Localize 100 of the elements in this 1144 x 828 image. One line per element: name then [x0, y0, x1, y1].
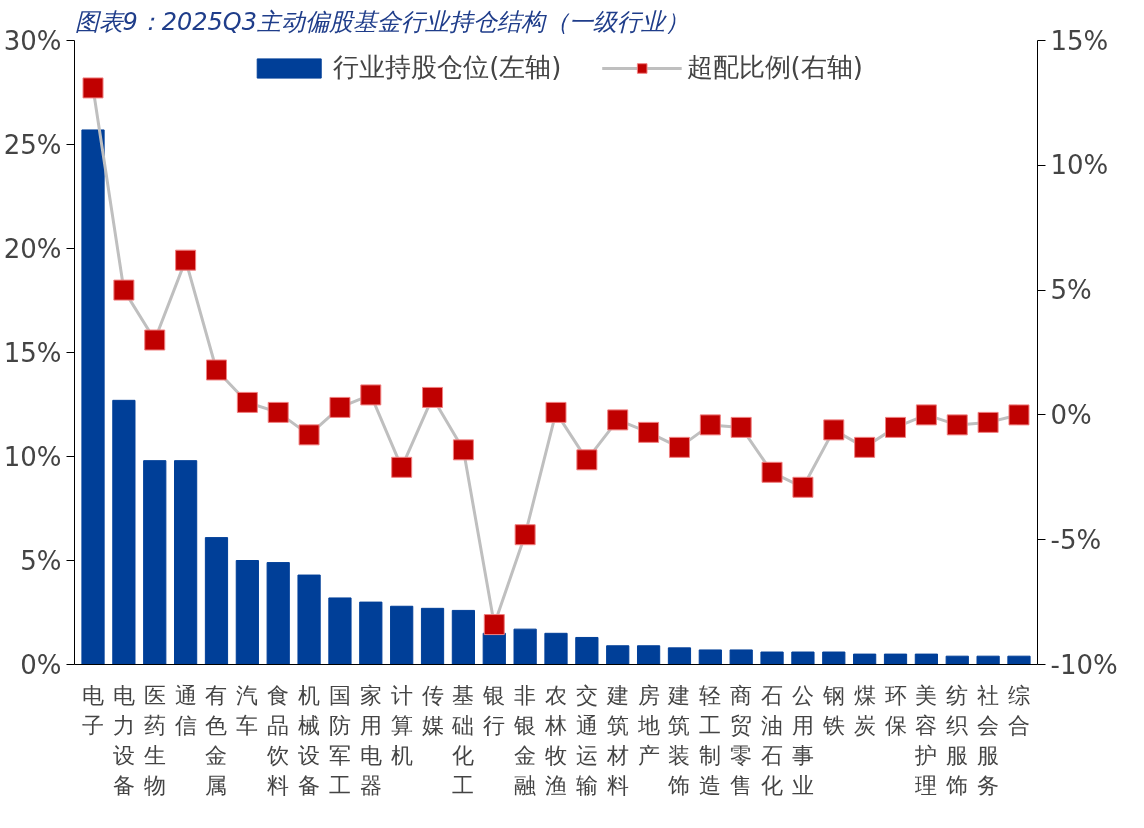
x-tick-label: 纺织服饰 — [945, 682, 969, 798]
bar — [544, 632, 568, 665]
x-tick-label: 环保 — [884, 682, 907, 738]
x-tick-label: 银行 — [482, 682, 506, 738]
x-tick-label: 房地产 — [636, 682, 660, 768]
y2-tick-label: 0% — [1050, 399, 1092, 430]
bar — [266, 562, 290, 665]
x-tick-label: 交通运输 — [575, 682, 598, 798]
point — [391, 456, 413, 478]
point — [638, 421, 660, 443]
bar — [853, 653, 877, 665]
bar — [606, 645, 630, 665]
point — [885, 416, 907, 438]
bar — [112, 399, 136, 665]
bar — [729, 649, 753, 665]
bar — [791, 651, 815, 665]
point — [545, 401, 567, 423]
point — [576, 449, 598, 471]
bar — [390, 605, 414, 665]
x-tick-label: 电子 — [82, 682, 105, 738]
x-tick-label: 煤炭 — [853, 682, 876, 738]
bar — [636, 645, 661, 665]
point — [514, 524, 536, 546]
bar — [976, 655, 1000, 665]
x-tick-label: 社会服务 — [977, 682, 1000, 798]
bar — [235, 560, 259, 665]
point — [761, 461, 783, 483]
x-tick-label: 综合 — [1007, 682, 1030, 738]
bar — [174, 460, 198, 665]
bar — [945, 655, 969, 665]
point — [298, 424, 320, 446]
y-tick-label: 25% — [3, 129, 62, 160]
x-tick-label: 非银金融 — [513, 682, 537, 798]
x-tick-label: 商贸零售 — [730, 682, 753, 798]
bar — [883, 653, 908, 665]
y-tick-label: 10% — [3, 441, 62, 472]
point — [360, 384, 382, 406]
point — [792, 476, 814, 498]
y-tick-label: 5% — [20, 545, 62, 576]
y-tick-label: 0% — [20, 649, 62, 680]
y2-tick-label: 5% — [1050, 275, 1092, 306]
point — [205, 359, 227, 381]
bar — [575, 636, 599, 665]
x-tick-label: 国防军工 — [328, 682, 351, 798]
x-tick-label: 美容护理 — [914, 682, 938, 798]
bar — [420, 607, 445, 665]
y-tick-label: 15% — [3, 337, 62, 368]
x-tick-label: 石油石化 — [761, 682, 784, 798]
bar — [482, 632, 506, 665]
y-tick-label: 30% — [3, 25, 62, 56]
x-tick-label: 公用事业 — [791, 682, 814, 798]
bar — [1007, 655, 1031, 665]
bar — [204, 537, 229, 665]
point — [854, 436, 876, 458]
x-tick-label: 基础化工 — [451, 682, 475, 798]
x-tick-label: 机械设备 — [298, 682, 321, 798]
x-tick-label: 轻工制造 — [699, 682, 722, 798]
bar — [760, 651, 784, 665]
bar — [81, 129, 105, 665]
point — [668, 436, 690, 458]
x-tick-label: 医药生物 — [143, 682, 166, 798]
y2-tick-label: 10% — [1050, 150, 1109, 181]
x-tick-label: 计算机 — [390, 682, 413, 768]
x-tick-label: 电力设备 — [112, 682, 135, 798]
point — [607, 409, 629, 431]
bar — [359, 601, 383, 665]
x-tick-label: 农林牧渔 — [544, 682, 567, 798]
bar — [297, 574, 321, 665]
y2-tick-label: -5% — [1050, 524, 1102, 555]
point — [267, 401, 289, 423]
y2-tick-label: -10% — [1050, 649, 1118, 680]
point — [483, 614, 505, 636]
bar — [667, 647, 692, 665]
point — [236, 391, 258, 413]
x-tick-label: 有色金属 — [205, 682, 228, 798]
bar — [451, 609, 476, 665]
bar — [143, 460, 167, 665]
y2-tick-label: 15% — [1050, 25, 1109, 56]
legend-label: 行业持股仓位(左轴) — [333, 51, 562, 84]
point — [82, 77, 104, 99]
x-tick-label: 家用电器 — [359, 682, 382, 798]
x-tick-label: 建筑装饰 — [667, 682, 691, 798]
point — [946, 414, 968, 436]
bar — [698, 649, 722, 665]
point — [823, 419, 845, 441]
x-tick-label: 传媒 — [421, 682, 444, 738]
y-tick-label: 20% — [3, 233, 62, 264]
bar — [822, 651, 846, 665]
chart-title: 图表9：2025Q3主动偏股基金行业持仓结构（一级行业） — [74, 7, 690, 36]
x-tick-label: 食品饮料 — [266, 682, 290, 798]
point — [175, 249, 197, 271]
x-tick-label: 汽车 — [236, 682, 259, 738]
bar — [328, 597, 352, 665]
legend-label: 超配比例(右轴) — [686, 51, 863, 84]
point — [977, 411, 999, 433]
bar — [914, 653, 938, 665]
point — [422, 386, 444, 408]
point — [144, 329, 166, 351]
x-tick-label: 通信 — [174, 682, 197, 738]
x-tick-label: 钢铁 — [821, 682, 845, 738]
